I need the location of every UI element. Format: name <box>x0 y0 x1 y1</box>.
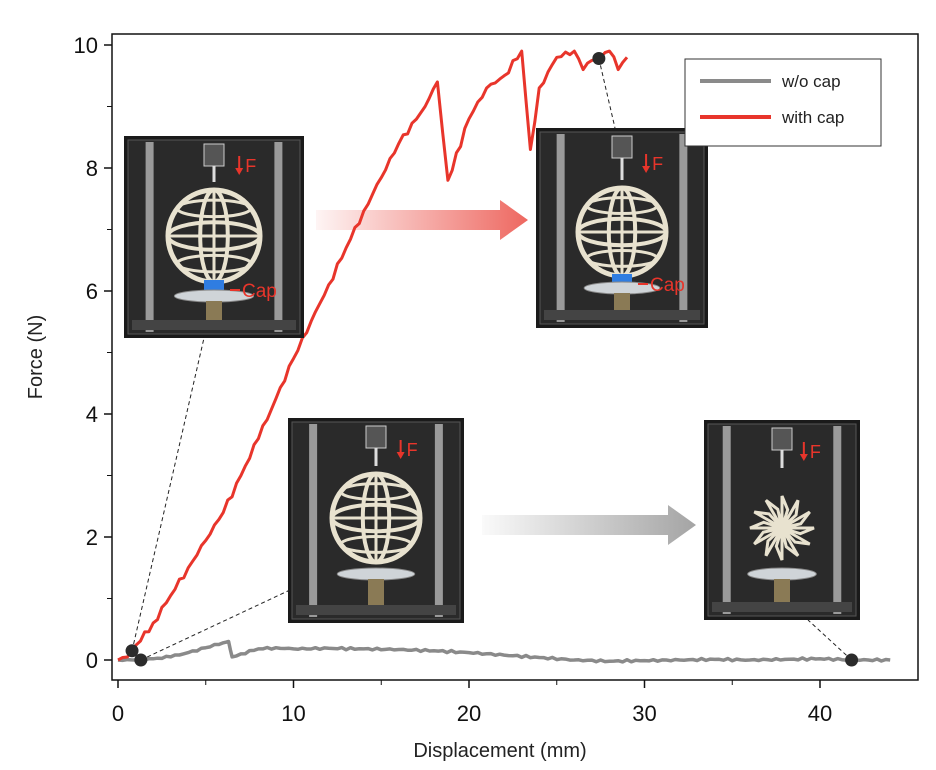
series-line-wo-cap <box>117 639 891 664</box>
inset-force-label: F <box>245 156 256 176</box>
inset-crushed-lattice <box>753 526 783 546</box>
inset-crushed-lattice <box>753 510 784 530</box>
inset-load-cell <box>611 135 633 159</box>
inset-with-cap-end: F Cap <box>536 128 708 328</box>
inset-crushed-lattice <box>781 510 811 530</box>
inset-load-cell <box>771 427 793 451</box>
inset-force-label: F <box>652 154 663 174</box>
transition-arrow-without-cap <box>482 505 696 545</box>
inset-platen <box>583 281 661 295</box>
inset-crushed-lattice <box>764 499 784 529</box>
inset-left-column <box>145 142 154 332</box>
inset-platen <box>747 567 817 581</box>
inset-without-cap-start: F <box>288 418 464 623</box>
x-tick-label: 40 <box>808 701 832 726</box>
inset-base <box>132 320 296 330</box>
legend-box <box>684 58 882 147</box>
data-marker <box>845 653 859 667</box>
inset-crushed-lattice <box>749 520 783 530</box>
inset-cap-label: Cap <box>650 275 685 296</box>
inset-lattice-ring <box>339 534 413 554</box>
inset-right-column <box>274 142 283 332</box>
inset-platen <box>336 567 416 581</box>
inset-load-cell <box>203 143 225 167</box>
inset-layer: F Cap F Cap F F <box>124 128 860 623</box>
series-line-with-cap <box>117 49 629 662</box>
inset-load-cell <box>365 425 387 449</box>
data-marker <box>134 653 148 667</box>
inset-lattice-ring <box>175 253 253 274</box>
inset-crushed-lattice <box>780 527 800 557</box>
series-layer <box>117 49 891 664</box>
inset-force-label: F <box>407 440 418 460</box>
inset-crushed-lattice <box>780 499 800 530</box>
x-tick-label: 20 <box>457 701 481 726</box>
inset-force-arrowhead <box>396 452 405 459</box>
x-axis-title: Displacement (mm) <box>413 740 586 762</box>
y-axis-title: Force (N) <box>25 315 47 399</box>
y-tick-label: 0 <box>86 648 98 673</box>
inset-force-arrowhead <box>799 454 808 461</box>
legend-label-with-cap: with cap <box>781 108 844 127</box>
inset-left-column <box>556 134 565 322</box>
y-tick-label: 6 <box>86 279 98 304</box>
inset-base <box>712 602 852 612</box>
inset-force-arrowhead <box>642 166 651 173</box>
inset-right-column <box>679 134 688 322</box>
leader-line <box>598 58 616 129</box>
inset-lattice-ring <box>585 248 659 268</box>
x-tick-label: 0 <box>112 701 124 726</box>
inset-cap-label: Cap <box>242 281 277 302</box>
data-marker <box>592 52 606 66</box>
y-tick-label: 8 <box>86 156 98 181</box>
y-tick-label: 2 <box>86 525 98 550</box>
inset-left-column <box>309 424 318 617</box>
y-tick-label: 4 <box>86 402 98 427</box>
legend: w/o cap with cap <box>684 58 882 147</box>
inset-base <box>544 310 700 320</box>
inset-right-column <box>434 424 443 617</box>
inset-lattice-ring <box>339 482 413 502</box>
x-axis: 0 10 20 30 40 <box>112 680 832 726</box>
inset-force-label: F <box>810 442 821 462</box>
inset-blue-cap <box>612 274 632 284</box>
inset-base <box>296 605 456 615</box>
transition-arrow-with-cap <box>316 200 528 240</box>
plot-frame <box>111 33 919 681</box>
inset-blue-cap <box>204 280 224 290</box>
inset-lattice-ring <box>585 196 659 216</box>
inset-without-cap-end: F <box>704 420 860 620</box>
x-tick-label: 30 <box>632 701 656 726</box>
inset-force-arrowhead <box>235 168 244 175</box>
inset-crushed-lattice <box>781 526 815 536</box>
legend-label-wo-cap: w/o cap <box>781 72 841 91</box>
leader-layer <box>131 58 852 661</box>
y-axis: 0 2 4 6 8 10 <box>74 33 112 673</box>
inset-crushed-lattice <box>774 527 784 561</box>
y-tick-label: 10 <box>74 33 98 58</box>
inset-crushed-lattice <box>764 526 784 557</box>
data-marker <box>125 644 139 658</box>
inset-with-cap-start: F Cap <box>124 136 304 338</box>
inset-crushed-lattice <box>780 526 811 546</box>
inset-crushed-lattice <box>780 495 790 529</box>
inset-lattice-ring <box>175 198 253 219</box>
leader-line <box>131 337 205 651</box>
marker-layer <box>125 52 859 667</box>
x-tick-label: 10 <box>281 701 305 726</box>
inset-right-column <box>833 426 842 614</box>
inset-left-column <box>722 426 731 614</box>
leader-line <box>807 619 852 661</box>
